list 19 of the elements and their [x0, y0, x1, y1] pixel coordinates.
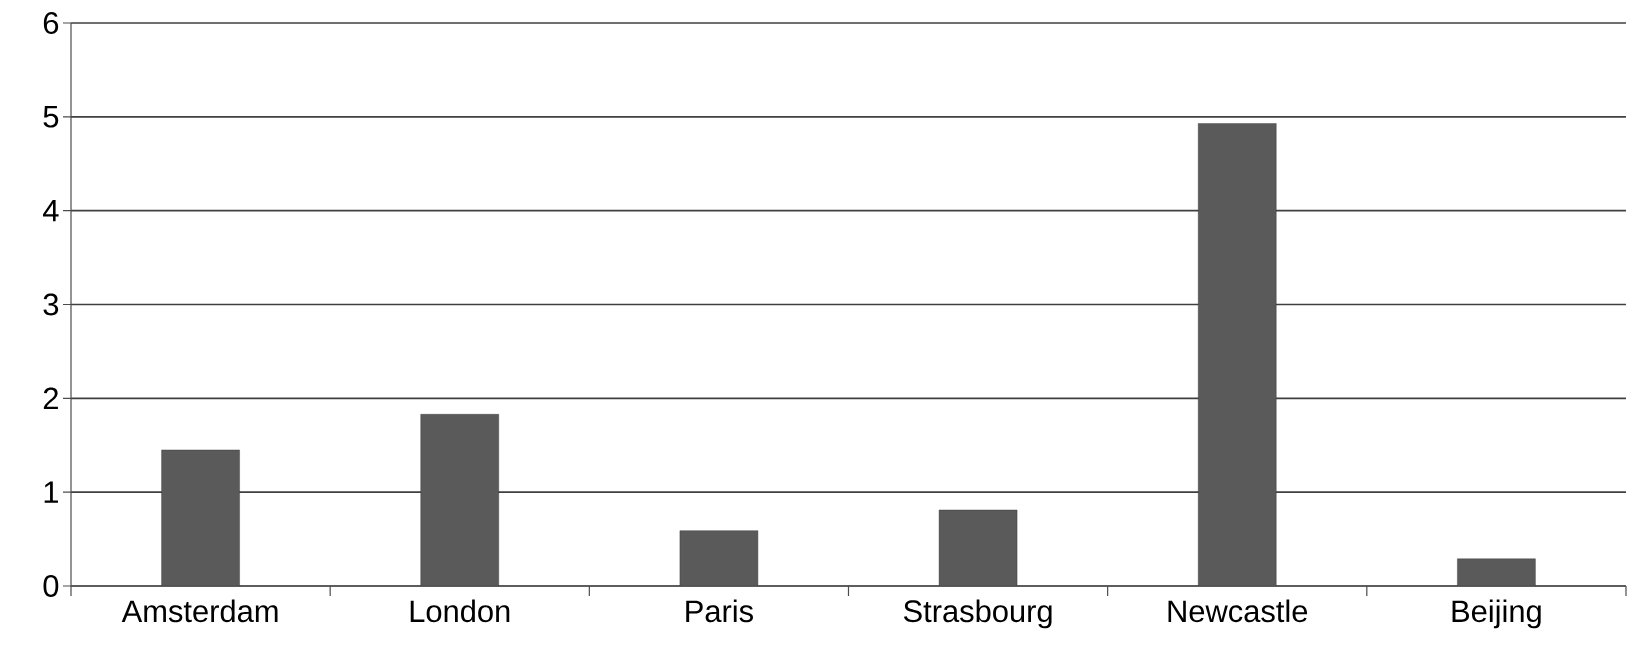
bar	[161, 449, 240, 586]
y-tick-label: 1	[44, 481, 58, 503]
y-tick-label: 3	[43, 293, 59, 316]
y-tick-label: 0	[43, 575, 59, 597]
bar	[420, 414, 499, 586]
y-tick-label: 2	[43, 387, 58, 410]
x-tick-label: London	[410, 599, 510, 623]
x-tick-label: Beijing	[1452, 599, 1541, 629]
bar	[938, 509, 1018, 586]
y-tick-label: 6	[43, 12, 59, 34]
x-tick-label: Strasbourg	[903, 599, 1052, 629]
y-tick-label: 4	[43, 200, 59, 222]
bar	[1457, 558, 1536, 586]
x-tick-label: Newcastle	[1168, 599, 1308, 623]
bar	[679, 530, 759, 586]
bar	[1198, 123, 1277, 586]
y-tick-label: 5	[43, 106, 59, 128]
x-tick-label: Amsterdam	[121, 599, 278, 623]
x-tick-label: Paris	[686, 599, 753, 623]
